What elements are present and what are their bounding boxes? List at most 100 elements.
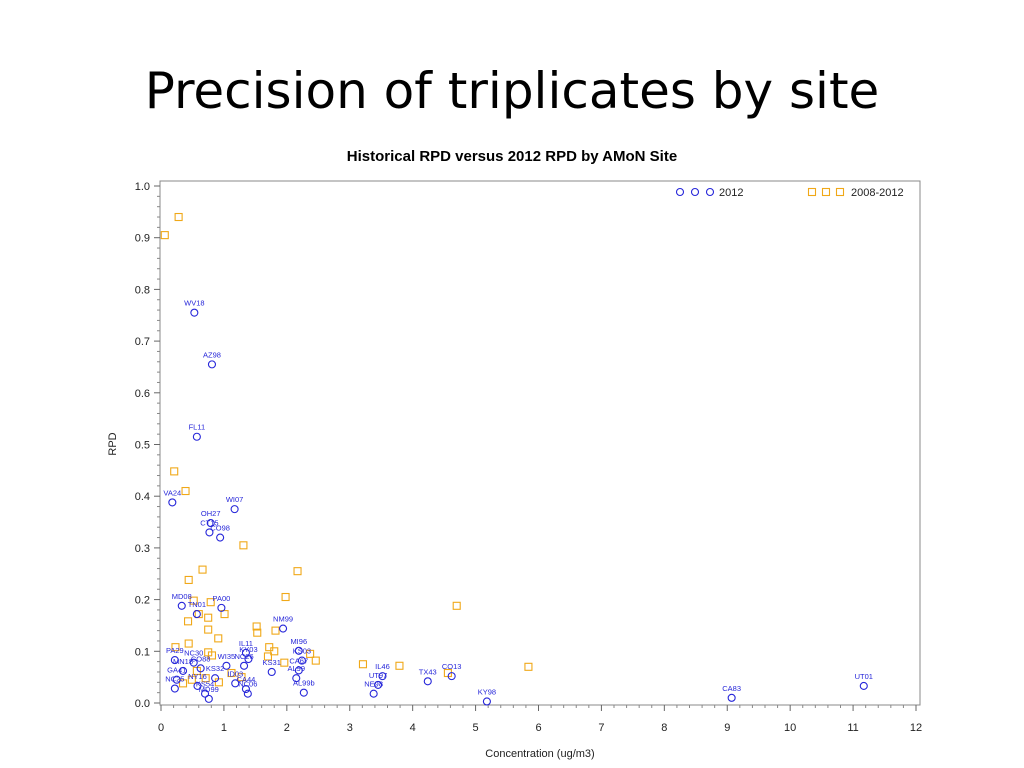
legend: 2012 2008-2012: [675, 187, 904, 199]
circle-point: [207, 360, 217, 369]
point-label: CA44: [237, 675, 256, 684]
square-point: [184, 575, 193, 585]
y-tick-label: 0.3: [135, 543, 150, 555]
plot-frame: [159, 180, 921, 706]
y-tick-label: 0.6: [135, 388, 150, 400]
point-label: CO98: [210, 524, 230, 533]
x-axis: 0 1 2 3 4 5 6 7 8 9 10 11 12: [158, 705, 922, 734]
square-point: [524, 662, 533, 671]
point-label: MI96: [290, 637, 307, 646]
legend-label-2012: 2012: [719, 187, 743, 199]
square-point: [265, 643, 274, 652]
square-point: [170, 467, 179, 476]
circle-point: [447, 672, 456, 681]
x-tick-label: 1: [221, 722, 227, 734]
circle-point: [190, 308, 199, 317]
circle-point: [193, 681, 202, 690]
square-point: [220, 610, 229, 619]
y-tick-label: 0.4: [135, 491, 150, 503]
circle-point: [240, 661, 249, 670]
circle-point: [244, 655, 253, 664]
square-point: [198, 565, 207, 574]
y-tick-label: 0.8: [135, 284, 150, 296]
point-label: MN18: [173, 657, 193, 666]
x-tick-label: 10: [784, 722, 796, 734]
point-label: AL99: [288, 664, 306, 673]
x-tick-label: 7: [598, 722, 604, 734]
point-label: UT97: [369, 671, 387, 680]
circle-point: [192, 610, 201, 619]
square-point: [204, 613, 213, 622]
legend-square-marker: [835, 187, 845, 197]
square-point: [201, 674, 210, 683]
x-tick-label: 5: [473, 722, 479, 734]
circle-point: [172, 675, 181, 684]
x-axis-label: Concentration (ug/m3): [485, 748, 594, 760]
square-point: [206, 598, 215, 607]
square-point: [281, 592, 290, 602]
circle-point: [374, 680, 383, 689]
square-point: [293, 567, 302, 576]
square-point: [189, 596, 198, 605]
point-label: ID03: [227, 669, 243, 678]
square-point: [204, 625, 213, 634]
point-label: NY16: [188, 672, 207, 681]
point-label: NE98: [364, 680, 383, 689]
slide-title: Precision of triplicates by site: [144, 62, 880, 120]
circle-point: [206, 519, 215, 528]
circle-point: [727, 693, 736, 702]
circle-point: [170, 684, 179, 693]
circle-point: [205, 528, 214, 537]
square-point: [174, 212, 183, 222]
legend-circle-marker: [675, 187, 685, 197]
circle-point: [204, 694, 213, 703]
y-tick-label: 0.2: [135, 595, 150, 607]
point-label: TX43: [419, 667, 437, 676]
x-tick-label: 9: [724, 722, 730, 734]
point-label: KS54: [196, 680, 214, 689]
y-axis-label: RPD: [107, 432, 119, 455]
square-point: [271, 626, 280, 635]
circle-point: [200, 689, 210, 698]
circle-point: [369, 689, 378, 698]
circle-point: [216, 533, 225, 542]
y-tick-label: 0.7: [135, 336, 150, 348]
square-point: [280, 658, 289, 667]
circle-point: [859, 681, 868, 690]
point-label: KS32: [206, 664, 224, 673]
circle-point: [217, 603, 226, 612]
point-label: MD99: [199, 685, 219, 694]
x-tick-label: 6: [535, 722, 541, 734]
chart-title: Historical RPD versus 2012 RPD by AMoN S…: [347, 148, 677, 165]
x-tick-label: 4: [410, 722, 416, 734]
circle-point: [189, 658, 198, 667]
point-label: NC25: [165, 675, 184, 684]
square-point: [395, 661, 404, 670]
legend-label-2008-2012: 2008-2012: [851, 187, 904, 199]
circle-point: [168, 498, 177, 507]
point-label: KY98: [478, 687, 496, 696]
y-axis: 0.0 0.1 0.2 0.3 0.4 0.5 0.6 0.7 0.8 0.9 1.0: [135, 181, 160, 710]
square-point: [253, 628, 262, 637]
point-label: NC26: [234, 652, 253, 661]
circle-point: [378, 672, 387, 681]
point-label: WV18: [184, 299, 204, 308]
square-point: [214, 634, 223, 643]
circle-point: [222, 661, 231, 670]
point-label: CA83: [722, 684, 741, 693]
square-point: [178, 679, 188, 688]
circle-point: [267, 667, 276, 677]
square-point: [160, 231, 169, 240]
point-label: CA67: [289, 656, 308, 665]
point-label: WI07: [226, 495, 244, 504]
square-point: [263, 652, 273, 661]
x-tick-label: 12: [910, 722, 922, 734]
point-label: KS03: [293, 647, 311, 656]
x-tick-label: 2: [284, 722, 290, 734]
circle-point: [177, 601, 186, 610]
circle-point: [192, 432, 201, 441]
square-point: [187, 675, 196, 684]
circle-point: [241, 684, 250, 694]
